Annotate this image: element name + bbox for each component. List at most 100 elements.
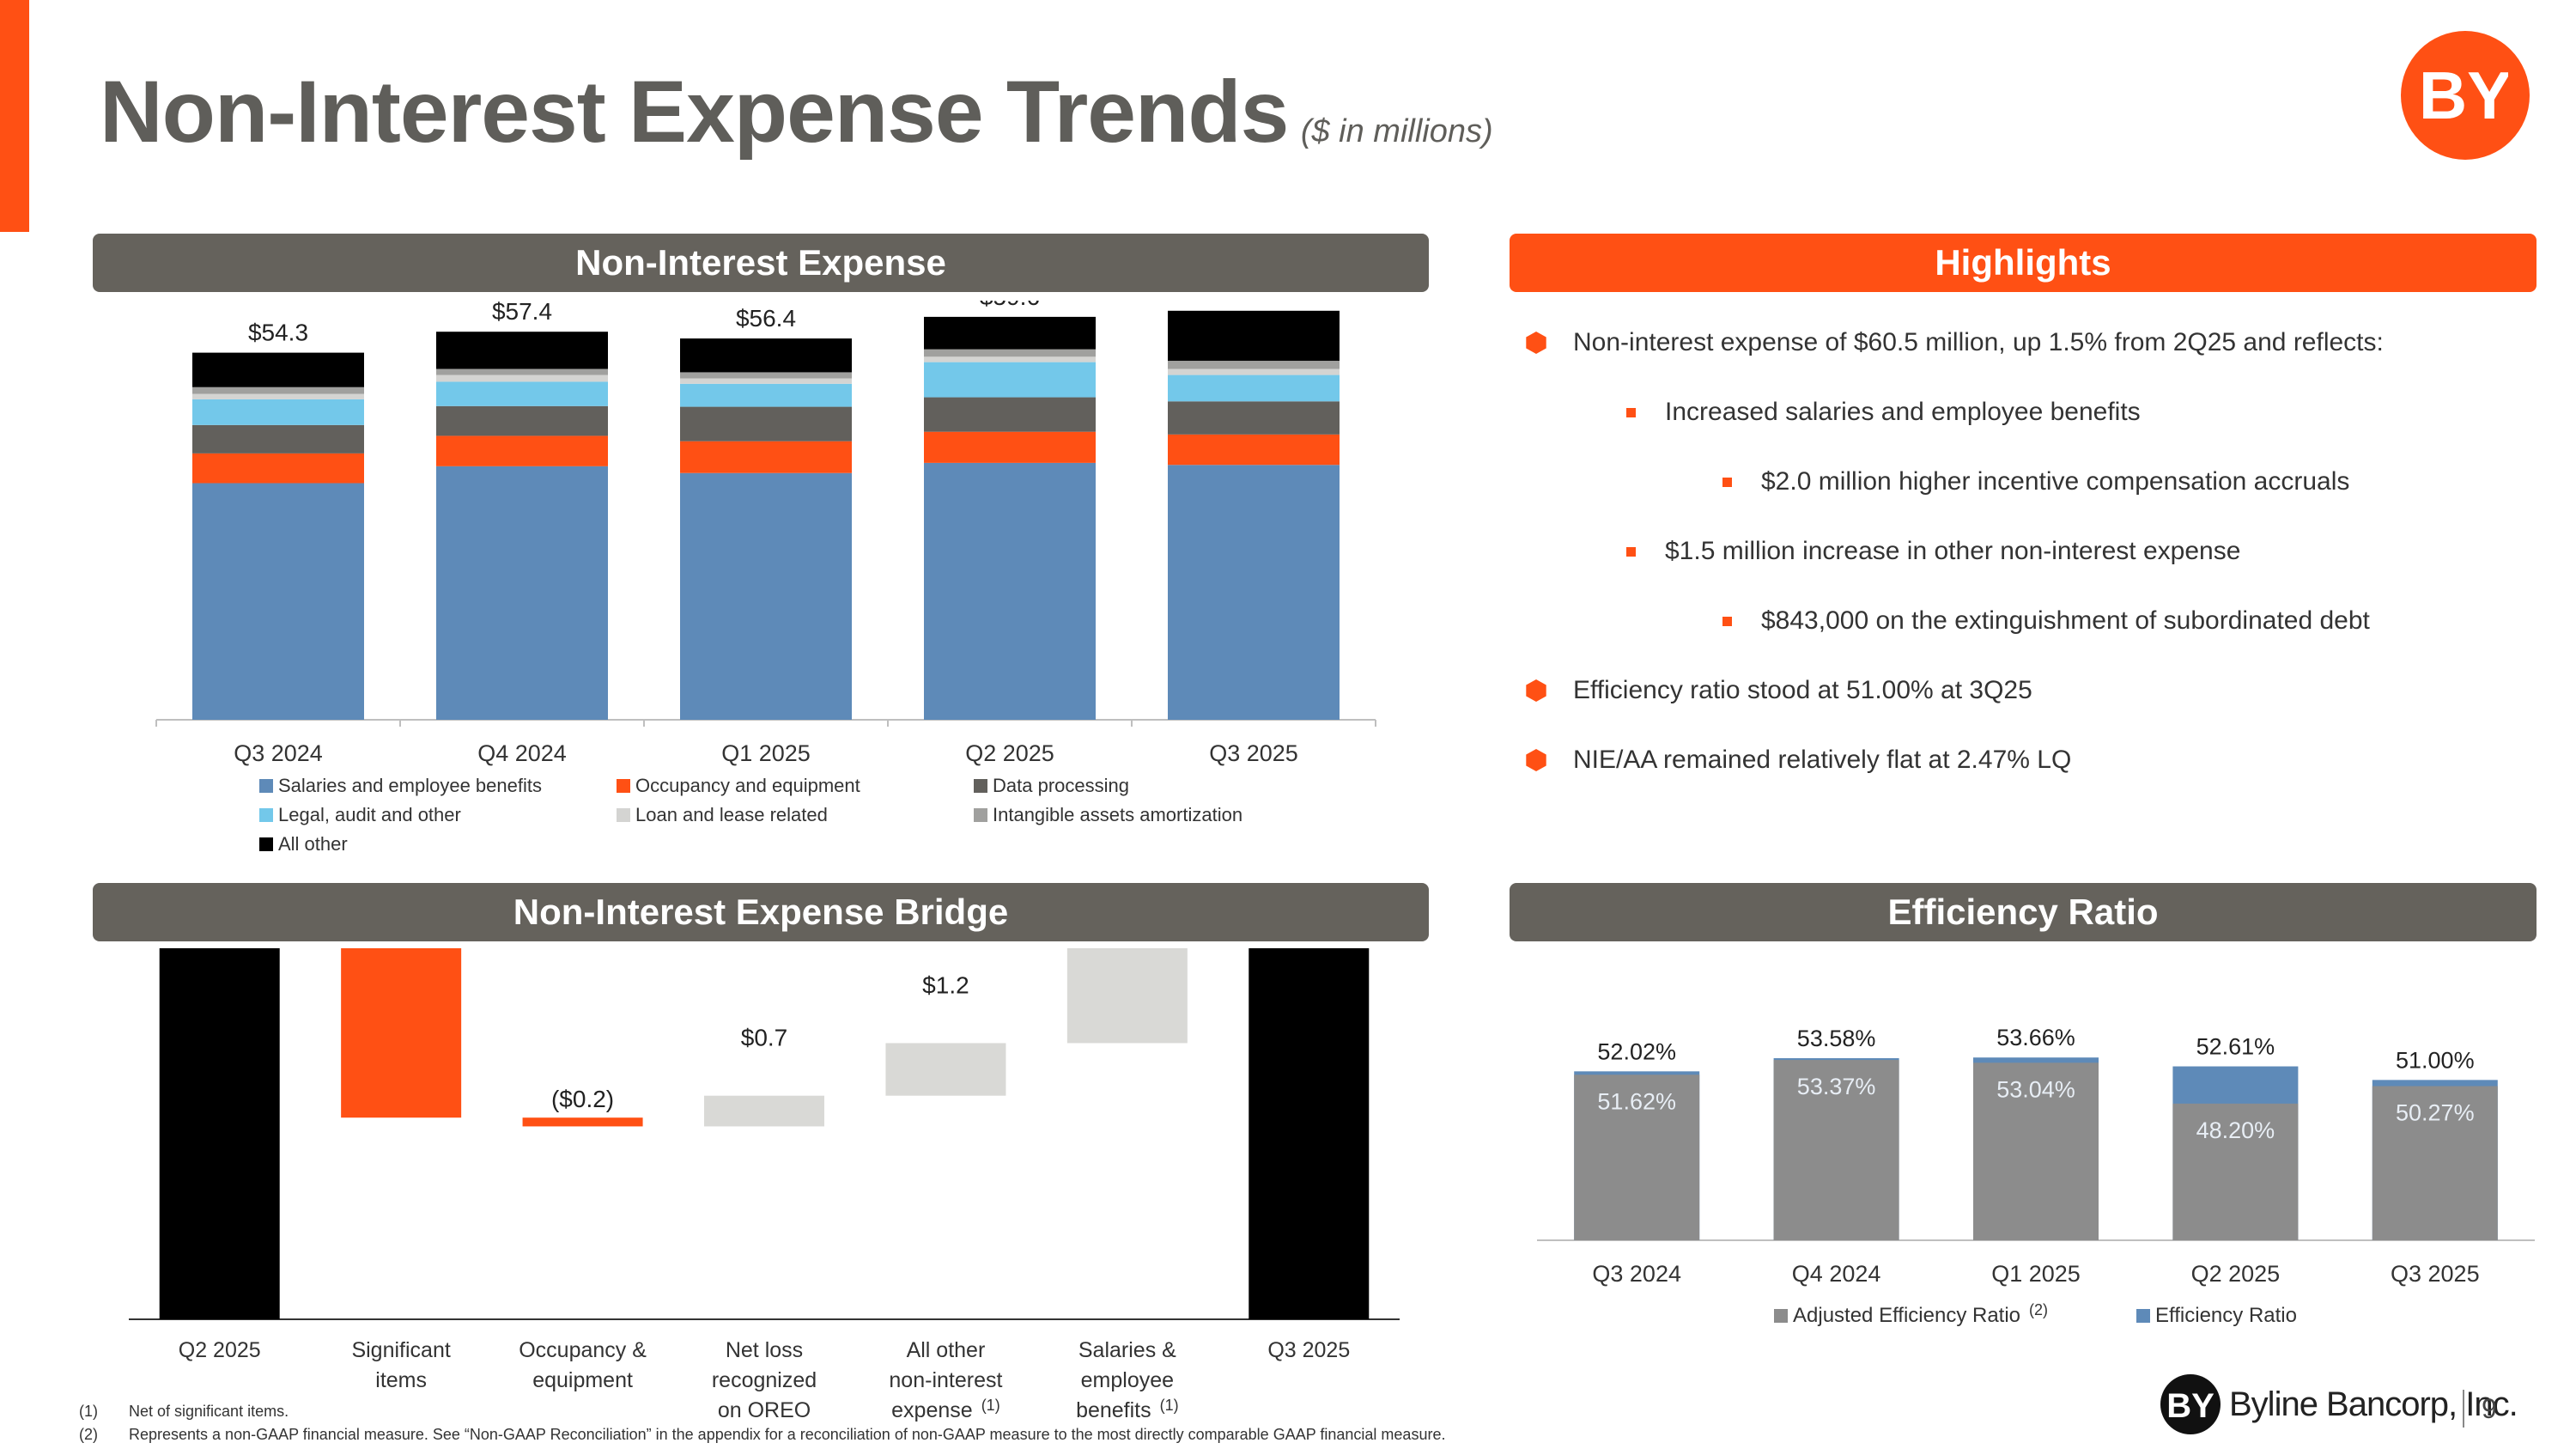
bar-segment-loan-and-lease-related (436, 374, 608, 382)
highlight-item-6: Efficiency ratio stood at 51.00% at 3Q25 (1525, 676, 2032, 705)
hexagon-bullet-icon (1526, 332, 1546, 354)
legend-label-data-processing: Data processing (993, 775, 1129, 796)
waterfall-delta-bar (1066, 948, 1188, 1044)
logo-text: BY (2422, 58, 2508, 133)
bar-segment-occupancy-and-equipment (924, 431, 1096, 463)
x-tick-label: Q3 2024 (234, 740, 323, 766)
legend-label-efficiency-ratio: Efficiency Ratio (2155, 1304, 2297, 1327)
bar-segment-loan-and-lease-related (192, 393, 364, 399)
bar-segment-data-processing (924, 397, 1096, 432)
brand-mark-icon: BY (2160, 1374, 2221, 1434)
brand-name: Byline Bancorp, Inc. (2229, 1385, 2518, 1423)
footnote-marker: (2) (2029, 1301, 2048, 1318)
bar-segment-data-processing (192, 424, 364, 454)
bar-segment-loan-and-lease-related (680, 378, 852, 384)
highlight-text: $843,000 on the extinguishment of subord… (1761, 606, 2370, 635)
highlight-text: Non-interest expense of $60.5 million, u… (1573, 328, 2384, 356)
waterfall-delta-bar (341, 948, 462, 1118)
x-tick-label: All other (907, 1338, 986, 1362)
bar-segment-all-other (1168, 310, 1340, 362)
highlight-item-2: Increased salaries and employee benefits (1626, 398, 2141, 427)
bar-segment-occupancy-and-equipment (1168, 434, 1340, 466)
highlight-item-1: Non-interest expense of $60.5 million, u… (1525, 328, 2384, 357)
x-tick-label: Q1 2025 (721, 740, 811, 766)
square-bullet-icon (1626, 407, 1636, 417)
highlight-item-4: $1.5 million increase in other non-inter… (1626, 537, 2240, 566)
byline-logo-icon: BY (2422, 58, 2508, 133)
bar-segment-data-processing (680, 406, 852, 441)
square-bullet-icon (1722, 477, 1732, 487)
legend-label-loan-and-lease-related: Loan and lease related (635, 804, 828, 825)
legend-label-all-other: All other (278, 833, 348, 855)
x-tick-label: Q3 2025 (2391, 1261, 2480, 1287)
x-tick-label: Q4 2024 (477, 740, 567, 766)
bar-segment-intangible-assets-amortization (924, 349, 1096, 357)
bar-segment-salaries-and-employee-benefits (436, 466, 608, 720)
bar-segment-intangible-assets-amortization (192, 387, 364, 394)
highlight-item-7: NIE/AA remained relatively flat at 2.47%… (1525, 746, 2071, 775)
bar-total-label: $57.4 (492, 301, 552, 325)
bar-segment-intangible-assets-amortization (436, 368, 608, 375)
bar-segment-salaries-and-employee-benefits (680, 472, 852, 720)
footnotes: (1) Net of significant items. (2) Represen… (79, 1400, 1445, 1446)
bar-segment-legal-audit-and-other (192, 399, 364, 425)
highlight-text: Efficiency ratio stood at 51.00% at 3Q25 (1573, 676, 2032, 704)
bar-adjusted-efficiency-ratio (1773, 1060, 1899, 1240)
x-tick-label: on OREO (718, 1398, 811, 1422)
efficiency-ratio-label: 52.02% (1597, 1038, 1676, 1064)
footnote-marker: (1) (1160, 1397, 1179, 1414)
x-tick-label: items (375, 1368, 427, 1392)
waterfall-value-label: $0.7 (741, 1025, 788, 1051)
bar-adjusted-efficiency-ratio (2372, 1086, 2498, 1240)
legend-swatch-intangible-assets-amortization (974, 808, 987, 822)
bar-total-label: $54.3 (248, 320, 308, 346)
bar-total-label: $56.4 (736, 305, 796, 332)
legend-label-intangible-assets-amortization: Intangible assets amortization (993, 804, 1242, 825)
footnote-text: Represents a non-GAAP financial measure.… (129, 1426, 1446, 1443)
footnote-text: Net of significant items. (129, 1403, 289, 1420)
footer-brand: BY Byline Bancorp, Inc. (2160, 1374, 2518, 1434)
waterfall-delta-bar (704, 1095, 824, 1127)
page-number-wrap: 9 (2463, 1390, 2497, 1428)
waterfall-total-bar (1249, 948, 1370, 1319)
bar-segment-legal-audit-and-other (436, 381, 608, 406)
adjusted-efficiency-ratio-label: 53.37% (1797, 1074, 1876, 1099)
x-tick-label: Q1 2025 (1991, 1261, 2081, 1287)
efficiency-ratio-label: 51.00% (2396, 1047, 2475, 1073)
efficiency-ratio-label: 53.66% (1996, 1025, 2075, 1050)
efficiency-ratio-label: 53.58% (1797, 1026, 1876, 1051)
brand-mark-text: BY (2166, 1387, 2215, 1424)
x-tick-label: Occupancy & (519, 1338, 647, 1362)
x-tick-label: Salaries & (1078, 1338, 1176, 1362)
bar-segment-data-processing (436, 405, 608, 436)
page-number: 9 (2482, 1392, 2497, 1424)
footnote-1: (1) Net of significant items. (79, 1400, 1445, 1423)
legend-label-adjusted-efficiency-ratio: Adjusted Efficiency Ratio (2) (1793, 1301, 2048, 1327)
highlight-text: NIE/AA remained relatively flat at 2.47%… (1573, 746, 2072, 774)
bar-segment-legal-audit-and-other (680, 383, 852, 407)
bar-segment-legal-audit-and-other (1168, 374, 1340, 402)
legend-swatch-adjusted-efficiency-ratio (1774, 1309, 1788, 1323)
legend-swatch-legal-audit-and-other (259, 808, 273, 822)
x-tick-label: Q2 2025 (965, 740, 1054, 766)
x-tick-label: Net loss (726, 1338, 803, 1362)
bar-segment-all-other (924, 316, 1096, 350)
bar-segment-salaries-and-employee-benefits (924, 462, 1096, 720)
nie-stacked-chart: $54.3 Q3 2024 $57.4 Q4 2024 $56.4 Q1 2025 $59.… (155, 301, 1376, 855)
panel-header-nie: Non-Interest Expense (93, 234, 1429, 292)
bar-adjusted-efficiency-ratio (2172, 1103, 2299, 1240)
waterfall-total-bar (159, 948, 280, 1319)
brand-mark-glyph: BY (2166, 1387, 2215, 1424)
nie-bridge-chart: $59.6Q2 2025($4.0)Significantitems($0.2)… (129, 948, 1400, 1422)
square-bullet-icon (1722, 616, 1732, 626)
bar-segment-salaries-and-employee-benefits (192, 483, 364, 720)
x-tick-label: Q3 2025 (1209, 740, 1298, 766)
efficiency-ratio-label: 52.61% (2196, 1034, 2275, 1060)
footnote-number: (2) (79, 1426, 98, 1443)
byline-logo: BY (2401, 31, 2530, 160)
legend-swatch-efficiency-ratio (2136, 1309, 2150, 1323)
x-tick-label: Q2 2025 (179, 1338, 261, 1362)
hexagon-bullet-icon (1526, 749, 1546, 771)
highlight-item-3: $2.0 million higher incentive compensati… (1722, 467, 2349, 496)
legend-swatch-data-processing (974, 779, 987, 793)
